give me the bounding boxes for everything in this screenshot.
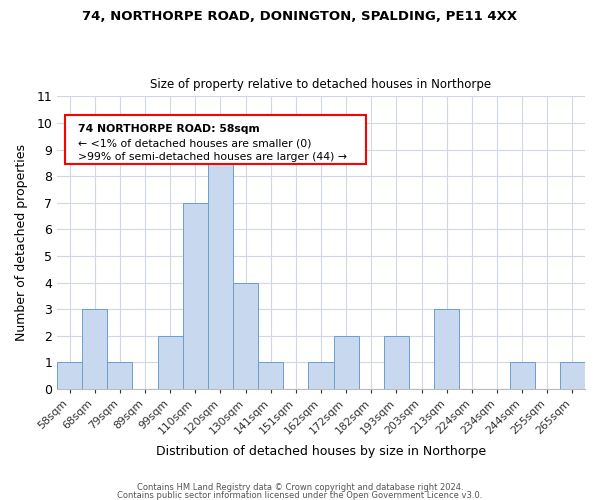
Bar — [308, 362, 334, 389]
Text: 74 NORTHORPE ROAD: 58sqm: 74 NORTHORPE ROAD: 58sqm — [78, 124, 260, 134]
Bar — [560, 362, 585, 389]
Bar — [384, 336, 409, 389]
Bar — [434, 309, 460, 389]
X-axis label: Distribution of detached houses by size in Northorpe: Distribution of detached houses by size … — [156, 444, 486, 458]
Bar — [258, 362, 283, 389]
Text: ← <1% of detached houses are smaller (0): ← <1% of detached houses are smaller (0) — [78, 138, 311, 148]
Y-axis label: Number of detached properties: Number of detached properties — [15, 144, 28, 341]
Title: Size of property relative to detached houses in Northorpe: Size of property relative to detached ho… — [151, 78, 491, 91]
Bar — [183, 202, 208, 389]
Bar — [208, 150, 233, 389]
Bar — [57, 362, 82, 389]
Bar — [509, 362, 535, 389]
Text: Contains HM Land Registry data © Crown copyright and database right 2024.: Contains HM Land Registry data © Crown c… — [137, 484, 463, 492]
FancyBboxPatch shape — [65, 116, 366, 164]
Bar — [233, 282, 258, 389]
Text: >99% of semi-detached houses are larger (44) →: >99% of semi-detached houses are larger … — [78, 152, 347, 162]
Bar — [158, 336, 183, 389]
Bar — [107, 362, 133, 389]
Bar — [334, 336, 359, 389]
Text: Contains public sector information licensed under the Open Government Licence v3: Contains public sector information licen… — [118, 490, 482, 500]
Bar — [82, 309, 107, 389]
Text: 74, NORTHORPE ROAD, DONINGTON, SPALDING, PE11 4XX: 74, NORTHORPE ROAD, DONINGTON, SPALDING,… — [82, 10, 518, 23]
